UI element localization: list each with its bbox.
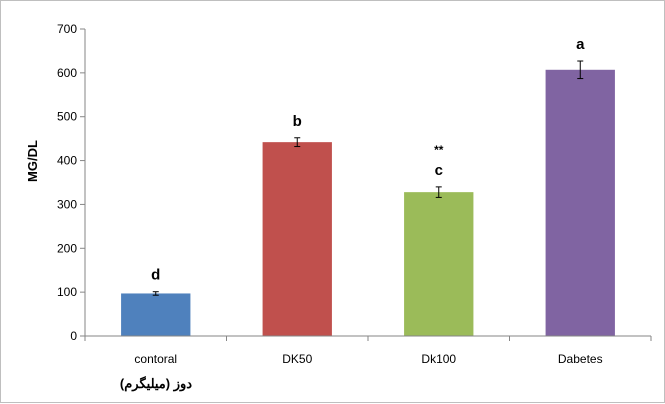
x-tick-label: Dk100: [421, 352, 456, 366]
bar-contoral: [121, 293, 191, 336]
significance-mark: **: [434, 143, 444, 157]
y-tick-label: 400: [57, 154, 77, 168]
y-tick-label: 700: [57, 22, 77, 36]
data-label-Dabetes: a: [576, 36, 585, 53]
y-tick-label: 300: [57, 197, 77, 211]
y-tick-label: 200: [57, 241, 77, 255]
y-tick-label: 500: [57, 110, 77, 124]
y-axis-title: MG/DL: [25, 140, 40, 182]
data-label-contoral: d: [151, 267, 160, 284]
data-label-DK50: b: [293, 113, 302, 130]
y-tick-label: 0: [70, 329, 77, 343]
x-tick-label: DK50: [282, 352, 312, 366]
y-tick-label: 100: [57, 285, 77, 299]
x-tick-label: contoral: [134, 352, 177, 366]
x-axis-title: دوز (میلیگرم): [120, 375, 192, 392]
y-tick-label: 600: [57, 66, 77, 80]
bar-DK50: [262, 142, 332, 336]
bar-Dabetes: [545, 69, 615, 336]
bar-Dk100: [404, 192, 474, 336]
x-tick-label: Dabetes: [558, 352, 603, 366]
data-label-Dk100: c: [435, 162, 443, 179]
